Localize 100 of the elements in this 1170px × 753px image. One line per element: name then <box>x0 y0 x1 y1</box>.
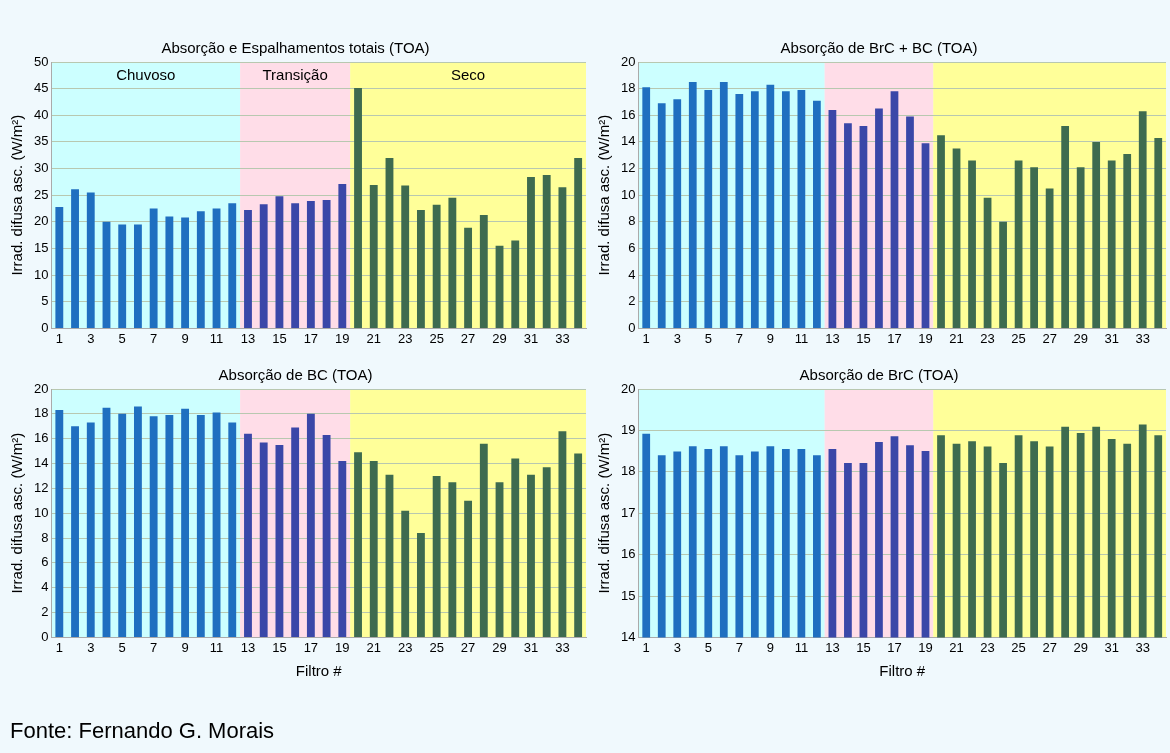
y-tick-label: 16 <box>33 430 49 446</box>
bar <box>1030 167 1038 328</box>
x-tick-label: 33 <box>555 330 570 346</box>
bar <box>306 201 315 328</box>
y-tick-label: 10 <box>33 266 49 282</box>
y-tick-label: 4 <box>41 579 49 595</box>
y-tick-label: 19 <box>620 421 636 437</box>
bar <box>369 185 378 328</box>
x-tick-label: 9 <box>181 330 189 346</box>
y-tick-label: 4 <box>628 266 636 282</box>
bar <box>766 84 775 328</box>
y-tick-label: 20 <box>620 380 636 396</box>
bar <box>719 81 728 328</box>
x-tick-label: 9 <box>181 639 189 655</box>
bar <box>844 123 852 328</box>
bar <box>118 224 127 328</box>
bar <box>291 427 300 637</box>
bar <box>574 157 583 328</box>
bar <box>527 474 535 637</box>
x-tick-label: 25 <box>429 639 444 655</box>
x-tick-label: 33 <box>555 639 570 655</box>
y-tick-label: 20 <box>33 380 49 396</box>
bar <box>354 452 362 637</box>
bar <box>165 415 174 637</box>
y-tick-label: 10 <box>620 186 636 202</box>
x-tick-label: 31 <box>1104 330 1119 346</box>
bar <box>448 197 457 328</box>
x-tick-label: 7 <box>150 639 158 655</box>
bar <box>704 89 713 328</box>
bar <box>558 187 567 328</box>
x-tick-label: 1 <box>642 330 650 346</box>
bar <box>479 214 488 328</box>
x-tick-label: 31 <box>1104 639 1119 655</box>
x-tick-label: 21 <box>949 639 964 655</box>
bar <box>952 148 961 328</box>
y-tick-label: 15 <box>33 240 49 256</box>
x-tick-label: 17 <box>887 330 902 346</box>
bar <box>999 221 1007 328</box>
bar <box>196 211 205 328</box>
y-axis-title: Irrad. difusa asc. (W/m²) <box>8 432 26 594</box>
bar <box>673 99 682 328</box>
x-tick-label: 3 <box>673 639 681 655</box>
x-tick-label: 17 <box>887 639 902 655</box>
x-tick-label: 7 <box>150 330 158 346</box>
x-tick-label: 25 <box>429 330 444 346</box>
bar <box>983 197 992 328</box>
bar <box>937 135 945 328</box>
bar <box>322 434 331 637</box>
bar <box>401 510 410 637</box>
x-tick-label: 11 <box>794 639 809 655</box>
x-tick-label: 1 <box>642 639 650 655</box>
y-tick-label: 16 <box>620 106 636 122</box>
x-tick-label: 23 <box>397 639 413 655</box>
bar <box>797 89 806 328</box>
x-tick-label: 9 <box>766 639 774 655</box>
bar <box>71 426 79 637</box>
bar <box>688 81 697 328</box>
x-tick-label: 23 <box>980 330 995 346</box>
x-tick-label: 13 <box>240 639 256 655</box>
bar <box>416 210 425 328</box>
bar <box>416 533 425 637</box>
y-tick-label: 30 <box>33 160 49 176</box>
x-tick-label: 11 <box>209 639 224 655</box>
bar <box>542 467 551 637</box>
bar <box>906 116 914 328</box>
band-label: Seco <box>450 66 486 84</box>
bar <box>875 108 883 328</box>
bar <box>574 453 583 637</box>
bar <box>354 88 362 328</box>
bar <box>642 87 651 328</box>
x-tick-label: 5 <box>118 330 126 346</box>
bar <box>86 422 95 637</box>
y-tick-label: 8 <box>628 213 636 229</box>
x-tick-label: 21 <box>366 330 381 346</box>
bar <box>275 196 284 328</box>
y-tick-label: 10 <box>33 504 49 520</box>
x-tick-label: 15 <box>272 639 287 655</box>
bar <box>511 458 520 637</box>
x-tick-label: 19 <box>918 330 933 346</box>
x-tick-label: 27 <box>460 639 476 655</box>
y-tick-label: 14 <box>620 628 636 644</box>
x-axis-title: Filtro # <box>879 662 926 680</box>
y-tick-label: 40 <box>33 106 49 122</box>
x-tick-label: 3 <box>87 330 95 346</box>
y-tick-label: 0 <box>41 628 49 644</box>
x-tick-label: 17 <box>303 639 319 655</box>
y-tick-label: 45 <box>33 80 49 96</box>
chart-title: Absorção de BrC + BC (TOA) <box>780 39 978 57</box>
x-tick-label: 29 <box>1073 639 1088 655</box>
y-tick-label: 25 <box>33 186 49 202</box>
x-tick-label: 15 <box>856 330 871 346</box>
bar <box>55 410 64 637</box>
x-tick-label: 13 <box>825 639 840 655</box>
bar <box>735 93 744 328</box>
y-tick-label: 18 <box>620 80 636 96</box>
bar <box>511 240 520 328</box>
x-tick-label: 23 <box>980 639 995 655</box>
y-tick-label: 20 <box>620 53 636 69</box>
y-axis-title: Irrad. difusa asc. (W/m²) <box>8 114 26 276</box>
bar <box>859 125 868 328</box>
